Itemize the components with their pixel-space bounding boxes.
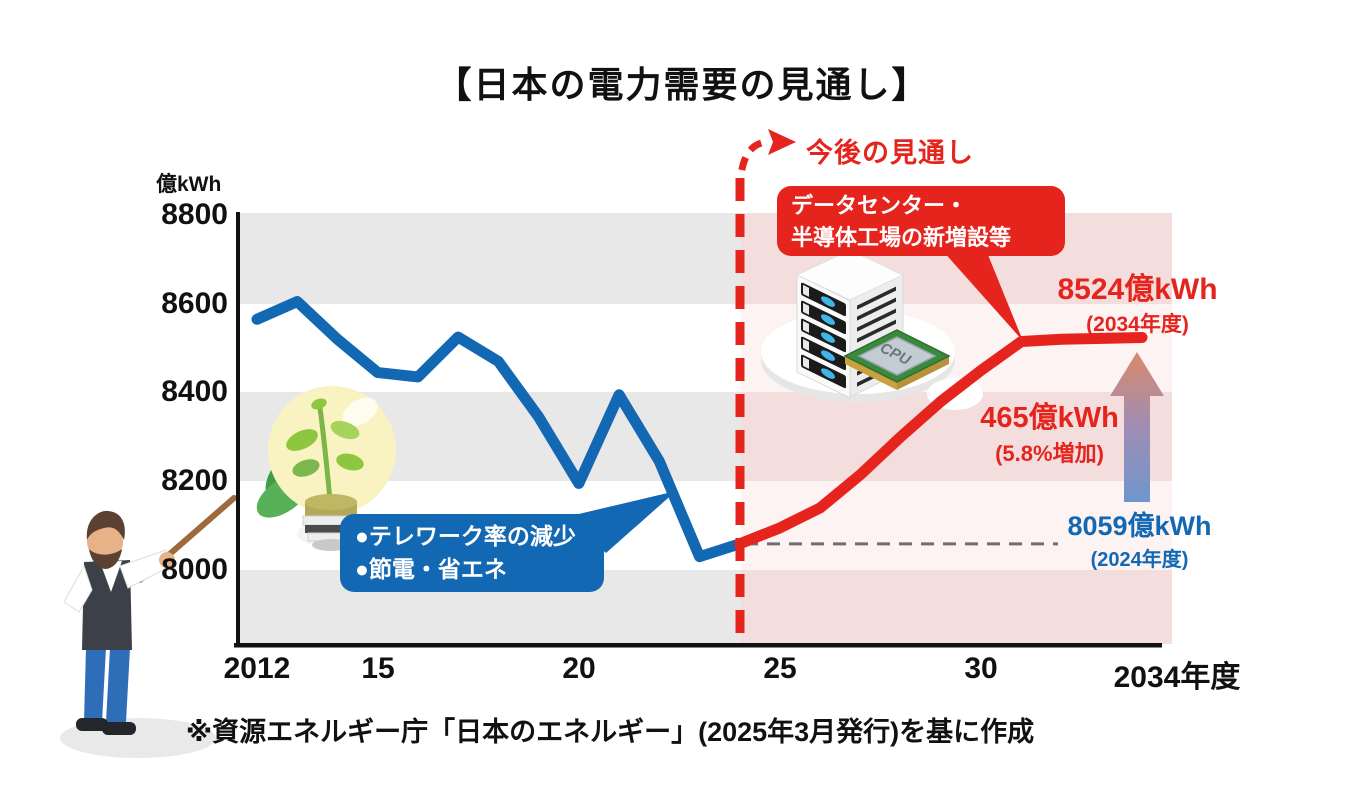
server-drive-rows bbox=[801, 282, 846, 389]
x-tick-20: 20 bbox=[562, 652, 596, 685]
end-value: 8524億kWh bbox=[1057, 273, 1218, 306]
red-callout-pointer bbox=[942, 250, 1023, 341]
band-pink bbox=[741, 570, 1172, 644]
end-value-label: 8524億kWh (2034年度) bbox=[1050, 264, 1225, 338]
delta-value-label: 465億kWh (5.8%増加) bbox=[962, 394, 1137, 468]
demand-increase-line-1: データセンター・ bbox=[791, 193, 968, 218]
server-top-face bbox=[795, 249, 905, 301]
forecast-section-label: 今後の見通し bbox=[806, 138, 974, 168]
x-tick-15: 15 bbox=[361, 652, 395, 685]
presenter-person-icon bbox=[60, 495, 237, 758]
demand-decrease-line-1: ●テレワーク率の減少 bbox=[355, 523, 576, 549]
y-tick-8000: 8000 bbox=[161, 553, 228, 586]
eco-lightbulb-icon bbox=[256, 386, 396, 551]
cpu-chip-icon: CPU bbox=[843, 329, 951, 390]
band-pink-light bbox=[741, 481, 1172, 570]
base-value-label: 8059億kWh (2024年度) bbox=[1052, 504, 1227, 572]
actual-demand-line bbox=[251, 296, 746, 563]
base-value: 8059億kWh bbox=[1067, 511, 1212, 541]
x-tick-2012: 2012 bbox=[223, 652, 291, 685]
y-tick-8400: 8400 bbox=[161, 375, 228, 408]
base-year: (2024年度) bbox=[1090, 549, 1189, 571]
gradient-up-arrow-icon bbox=[1110, 352, 1164, 502]
source-note: ※資源エネルギー庁「日本のエネルギー」(2025年3月発行)を基に作成 bbox=[185, 717, 1035, 747]
y-axis-line bbox=[236, 212, 240, 646]
server-front-face bbox=[796, 274, 851, 399]
band-gray bbox=[239, 213, 741, 304]
forecast-arrow-head-icon bbox=[768, 129, 796, 155]
chart-title: 【日本の電力需要の見通し】 bbox=[435, 64, 930, 105]
demand-increase-callout: データセンター・ 半導体工場の新増設等 bbox=[777, 186, 1065, 256]
x-tick-30: 30 bbox=[964, 652, 998, 685]
demand-increase-line-2: 半導体工場の新増設等 bbox=[791, 224, 1012, 250]
y-axis-unit-label: 億kWh bbox=[156, 173, 222, 196]
y-tick-8800: 8800 bbox=[161, 198, 228, 231]
end-year: (2034年度) bbox=[1086, 313, 1189, 336]
y-tick-8200: 8200 bbox=[161, 464, 228, 497]
datacenter-server-icon: CPU bbox=[761, 249, 983, 410]
x-axis-line bbox=[234, 643, 1162, 648]
delta-pct: (5.8%増加) bbox=[995, 441, 1104, 466]
forecast-demand-line bbox=[734, 331, 1148, 550]
x-tick-25: 25 bbox=[763, 652, 797, 685]
demand-decrease-callout: ●テレワーク率の減少 ●節電・省エネ bbox=[340, 514, 604, 592]
x-tick-2034: 2034年度 bbox=[1113, 661, 1241, 694]
demand-decrease-line-2: ●節電・省エネ bbox=[355, 556, 507, 583]
delta-value: 465億kWh bbox=[980, 402, 1119, 434]
y-tick-8600: 8600 bbox=[161, 287, 228, 320]
forecast-arrow-curve bbox=[736, 138, 769, 193]
